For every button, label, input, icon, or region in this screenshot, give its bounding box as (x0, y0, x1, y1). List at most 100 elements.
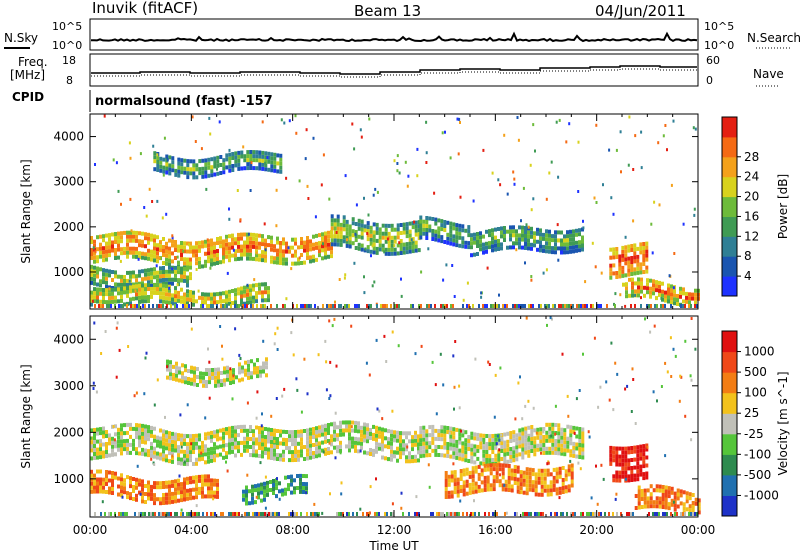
data-cell (171, 443, 174, 448)
data-cell (108, 233, 111, 238)
data-cell (270, 168, 274, 173)
colorbar-swatch (722, 331, 737, 353)
ground-scatter (196, 512, 198, 516)
data-cell (468, 486, 472, 491)
data-cell (369, 432, 372, 436)
ground-scatter (682, 304, 684, 308)
data-cell (443, 445, 447, 450)
colorbar-tick-label: 4 (744, 269, 752, 283)
speckle (351, 122, 354, 126)
data-cell (241, 365, 244, 370)
ground-scatter (212, 512, 214, 516)
data-cell (147, 492, 150, 497)
data-cell (222, 431, 225, 436)
ground-scatter (326, 304, 328, 308)
data-cell (135, 230, 138, 235)
data-cell (396, 251, 400, 256)
data-cell (618, 254, 622, 259)
colorbar-swatch (722, 156, 737, 178)
data-cell (524, 438, 528, 443)
speckle (499, 366, 502, 370)
data-cell (120, 427, 123, 432)
speckle (416, 147, 419, 151)
data-cell (228, 293, 231, 298)
data-cell (447, 494, 451, 499)
data-cell (126, 422, 129, 427)
data-cell (489, 483, 493, 488)
data-cell (636, 469, 640, 474)
data-cell (117, 492, 120, 497)
data-cell (168, 254, 171, 259)
data-cell (458, 440, 462, 445)
data-cell (150, 429, 153, 434)
data-cell (482, 433, 486, 438)
speckle (171, 267, 174, 271)
data-cell (153, 493, 156, 498)
speckle (595, 464, 597, 468)
ground-scatter (522, 512, 524, 516)
data-cell (189, 480, 192, 485)
data-cell (518, 452, 522, 457)
speckle (383, 334, 386, 338)
data-cell (399, 223, 403, 227)
data-cell (205, 384, 208, 388)
data-cell (288, 438, 291, 443)
ground-scatter (562, 304, 564, 308)
data-cell (181, 363, 184, 368)
ground-scatter (472, 304, 474, 308)
data-cell (231, 441, 234, 446)
data-cell (291, 438, 294, 443)
data-cell (630, 446, 634, 450)
data-cell (177, 433, 180, 438)
data-cell (479, 445, 483, 450)
speckle (472, 199, 475, 203)
data-cell (488, 241, 491, 246)
data-cell (141, 255, 144, 260)
data-cell (207, 251, 210, 256)
data-cell (491, 450, 495, 454)
data-cell (260, 490, 263, 495)
data-cell (135, 477, 138, 482)
speckle (493, 415, 496, 419)
speckle (628, 115, 631, 119)
data-cell (237, 244, 240, 249)
data-cell (189, 458, 192, 463)
data-cell (321, 428, 324, 433)
data-cell (627, 256, 631, 261)
ground-scatter (276, 512, 278, 516)
data-cell (467, 233, 471, 238)
data-cell (402, 451, 405, 456)
data-cell (459, 473, 463, 477)
data-cell (205, 372, 208, 376)
data-cell (141, 423, 144, 428)
data-cell (183, 296, 186, 301)
data-cell (372, 250, 376, 255)
data-cell (210, 165, 214, 170)
data-cell (132, 234, 135, 239)
data-cell (543, 472, 547, 477)
speckle (624, 235, 627, 239)
data-cell (503, 460, 507, 465)
data-cell (408, 439, 411, 444)
data-cell (572, 425, 576, 430)
data-cell (315, 257, 318, 262)
speckle (577, 461, 580, 465)
data-cell (642, 254, 646, 258)
data-cell (375, 445, 378, 450)
data-cell (612, 474, 616, 479)
data-cell (93, 295, 96, 300)
data-cell (153, 481, 156, 486)
data-cell (266, 484, 269, 489)
speckle (314, 215, 317, 219)
data-cell (240, 166, 244, 171)
data-cell (117, 247, 120, 252)
data-cell (126, 246, 129, 251)
data-cell (449, 438, 453, 443)
data-cell (434, 448, 438, 453)
data-cell (655, 284, 658, 289)
data-cell (555, 467, 559, 472)
data-cell (105, 470, 108, 474)
data-cell (294, 434, 297, 438)
data-cell (528, 487, 532, 492)
data-cell (518, 245, 521, 250)
